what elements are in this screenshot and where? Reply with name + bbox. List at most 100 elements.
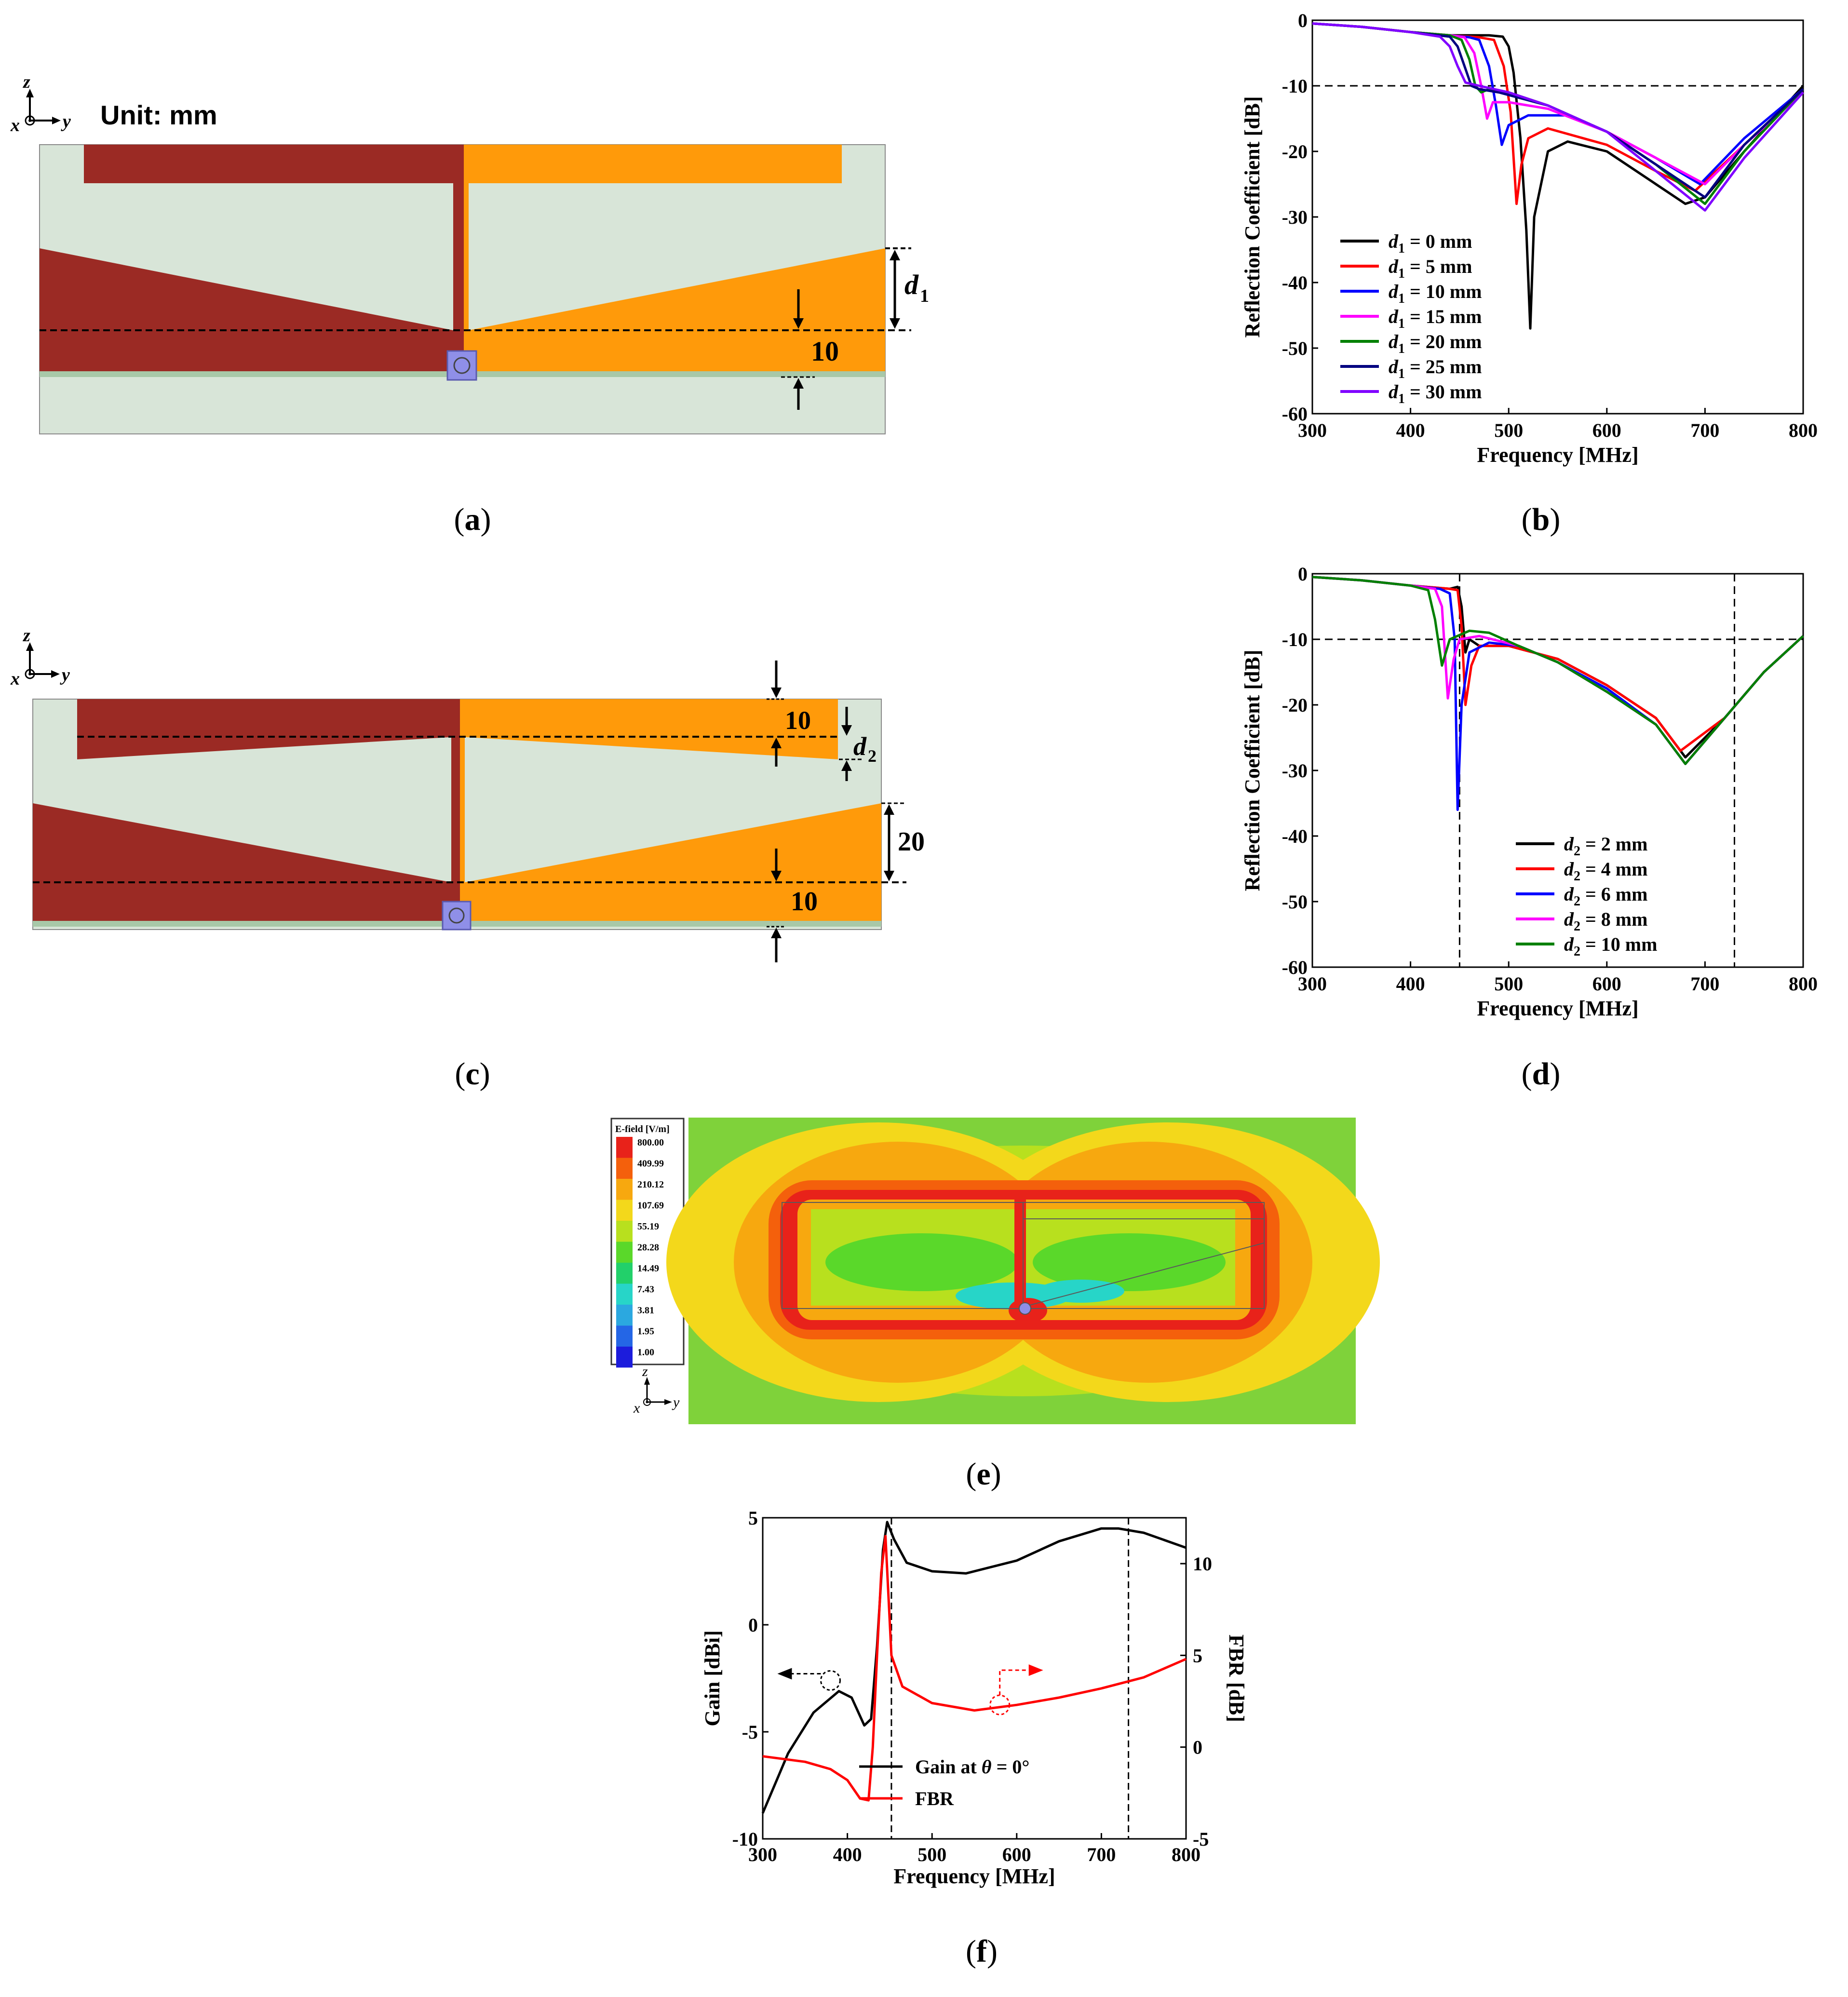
x-tick-label: 500 <box>1494 973 1523 995</box>
series-line-6 <box>1312 22 1804 212</box>
x-tick-label: 600 <box>1592 973 1621 995</box>
legend-label-1: d2 = 4 mm <box>1564 858 1647 884</box>
y-tick-label: 0 <box>1298 10 1308 31</box>
x-tick-label: 700 <box>1087 1844 1116 1865</box>
y-left-tick-label: 0 <box>748 1614 758 1636</box>
feed-port-c <box>442 901 472 931</box>
efield-legend-swatch-9 <box>616 1325 633 1347</box>
axis-x-label: x <box>10 115 20 135</box>
series-line-0 <box>1312 576 1804 759</box>
dim-top-10: 10 <box>767 661 811 767</box>
fbr-axis-indicator <box>989 1694 1011 1715</box>
efield-legend-swatch-7 <box>616 1283 633 1305</box>
efield-legend-value-7: 7.43 <box>637 1284 654 1295</box>
y-left-tick-label: -5 <box>742 1721 758 1743</box>
bottom-arm-left-a <box>40 248 453 371</box>
axis-triad-c: z x y <box>10 625 70 689</box>
efield-legend-swatch-2 <box>616 1179 633 1200</box>
legend-label-0: d1 = 0 mm <box>1389 230 1472 256</box>
top-arm-right-a <box>463 145 842 183</box>
svg-text:10: 10 <box>811 336 839 367</box>
caption-a: (a) <box>454 502 491 537</box>
legend-label-6: d1 = 30 mm <box>1389 381 1482 406</box>
svg-text:2: 2 <box>868 746 877 766</box>
axis-triad-e: z x y <box>633 1363 680 1416</box>
feed-stem-right-a <box>464 183 469 371</box>
antenna-diagram-a: z x y Unit: mm d 1 10 <box>10 72 929 434</box>
efield-legend-swatch-6 <box>616 1263 633 1284</box>
x-tick-label: 400 <box>1396 419 1425 441</box>
series-line-1 <box>762 1535 1187 1802</box>
series-line-1 <box>1312 576 1804 752</box>
svg-text:10: 10 <box>785 706 811 735</box>
feed-stem-left-c <box>451 699 460 921</box>
x-tick-label: 400 <box>1396 973 1425 995</box>
y-left-axis-title: Gain [dBi] <box>701 1630 724 1726</box>
x-tick-label: 700 <box>1690 419 1719 441</box>
top-arm-left-c <box>77 699 458 759</box>
gain-axis-indicator <box>820 1670 841 1691</box>
svg-text:20: 20 <box>898 827 925 857</box>
y-tick-label: -20 <box>1282 694 1308 716</box>
legend-label-1: FBR <box>915 1788 954 1809</box>
efield-legend-swatch-3 <box>616 1200 633 1221</box>
svg-text:x: x <box>10 669 20 689</box>
dim-bottom-10: 10 <box>767 849 818 962</box>
efield-legend-swatch-0 <box>616 1137 633 1158</box>
efield-legend-value-8: 3.81 <box>637 1305 654 1316</box>
svg-text:d: d <box>904 269 919 300</box>
y-tick-label: -50 <box>1282 891 1308 913</box>
legend-label-2: d1 = 10 mm <box>1389 281 1482 306</box>
caption-d: (d) <box>1521 1056 1561 1092</box>
fbr-axis-arrowhead <box>1028 1664 1043 1676</box>
x-tick-label: 600 <box>1002 1844 1031 1865</box>
x-tick-label: 500 <box>1494 419 1523 441</box>
efield-legend-swatch-8 <box>616 1305 633 1326</box>
efield-legend-value-3: 107.69 <box>637 1201 664 1211</box>
y-tick-label: -30 <box>1282 760 1308 782</box>
dim-d2: d 2 <box>841 707 877 781</box>
efield-legend-value-1: 409.99 <box>637 1159 664 1169</box>
y-axis-title: Reflection Coefficient [dB] <box>1241 650 1264 891</box>
dim-10-a: 10 <box>781 289 839 410</box>
series-line-0 <box>761 1521 1187 1814</box>
efield-legend-value-6: 14.49 <box>637 1263 659 1274</box>
y-tick-label: -10 <box>1282 75 1308 97</box>
plot-frame <box>1311 573 1804 968</box>
y-left-tick-label: -10 <box>732 1828 758 1850</box>
legend-label-1: d1 = 5 mm <box>1389 256 1472 281</box>
efield-map <box>666 1118 1380 1424</box>
legend-label-4: d2 = 10 mm <box>1564 933 1657 959</box>
series-line-2 <box>1312 576 1804 811</box>
efield-legend-swatch-1 <box>616 1158 633 1179</box>
efield-legend-value-10: 1.00 <box>637 1347 654 1358</box>
svg-text:d: d <box>853 732 867 761</box>
axis-triad-a: z x y <box>10 72 71 135</box>
chart-d: 300 400 500 600 700 800 0 -10 -20 -30 -40 -50 -60 Fre… <box>1241 563 1818 1020</box>
y-tick-label: -20 <box>1282 141 1308 162</box>
x-tick-label: 400 <box>833 1844 862 1865</box>
efield-legend-swatch-10 <box>616 1347 633 1368</box>
y-tick-label: -40 <box>1282 272 1308 294</box>
x-tick-label: 300 <box>748 1844 777 1865</box>
x-axis-title: Frequency [MHz] <box>893 1864 1055 1888</box>
y-right-axis-title: FBR [dB] <box>1225 1634 1248 1722</box>
x-tick-label: 500 <box>917 1844 946 1865</box>
chart-b: 300 400 500 600 700 800 0 -10 -20 -30 -40 -50 -60 Fre… <box>1241 10 1818 467</box>
x-axis-title: Frequency [MHz] <box>1477 443 1638 467</box>
y-right-tick-label: 10 <box>1193 1553 1212 1575</box>
y-right-tick-label: 5 <box>1193 1645 1202 1666</box>
axis-z-label: z <box>22 72 30 92</box>
legend-label-4: d1 = 20 mm <box>1389 331 1482 356</box>
gain-axis-arrowhead <box>777 1668 792 1680</box>
plot-frame <box>762 1517 1187 1840</box>
efield-legend-value-2: 210.12 <box>637 1179 664 1190</box>
dim-d1: d 1 <box>890 250 929 329</box>
efield-legend-swatch-5 <box>616 1241 633 1263</box>
svg-text:z: z <box>642 1363 648 1379</box>
svg-text:x: x <box>633 1400 640 1416</box>
svg-text:1: 1 <box>920 286 929 306</box>
axis-y-label: y <box>61 111 71 132</box>
x-tick-label: 300 <box>1298 419 1327 441</box>
x-tick-label: 800 <box>1789 973 1818 995</box>
